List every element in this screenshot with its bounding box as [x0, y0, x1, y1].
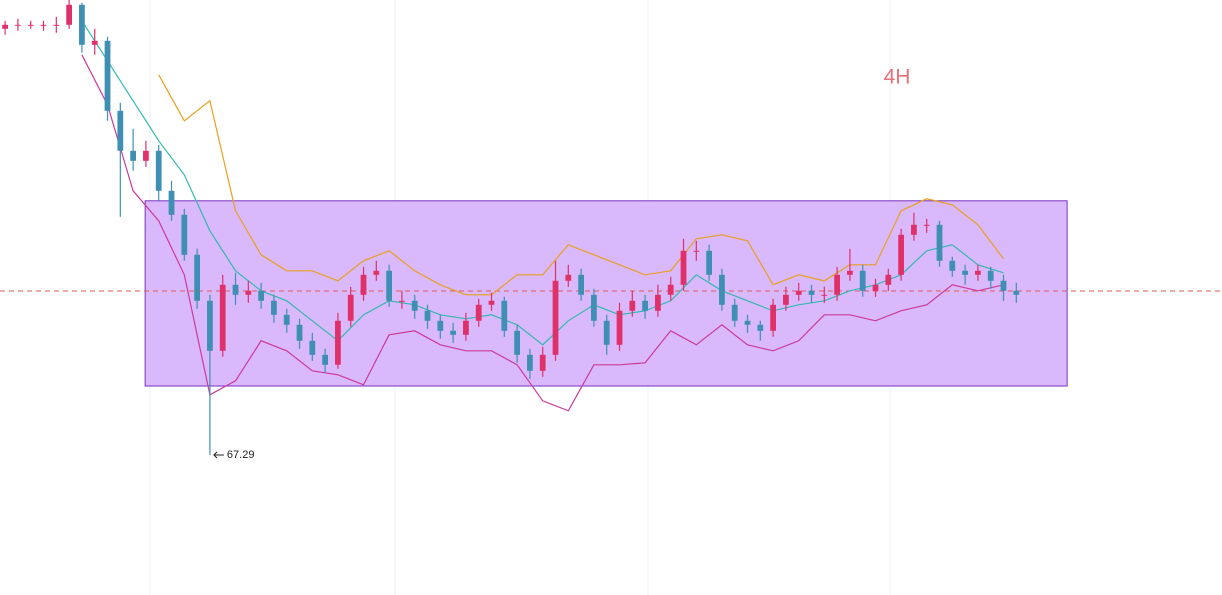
candle-body: [987, 270, 994, 281]
candle-body: [808, 290, 815, 295]
candle-body: [783, 294, 789, 305]
candle-body: [1000, 280, 1007, 291]
candle-body: [450, 330, 456, 335]
candle-body: [616, 310, 623, 345]
candle-body: [770, 304, 776, 331]
candle-body: [143, 150, 149, 161]
candle-body: [207, 300, 213, 351]
candle-body: [642, 300, 648, 311]
candle-body: [360, 274, 367, 295]
candle-body: [232, 284, 239, 295]
candle-body: [194, 254, 200, 301]
candle-body: [335, 320, 341, 365]
candle-body: [821, 294, 828, 296]
low-annotation: 67.29: [227, 449, 255, 461]
candle-body: [680, 250, 687, 285]
candle-body: [27, 24, 34, 26]
candle-body: [79, 4, 85, 45]
candle-body: [15, 24, 21, 26]
candle-body: [578, 274, 584, 295]
candle-body: [104, 40, 111, 111]
candle-body: [885, 274, 892, 285]
candle-body: [488, 300, 495, 305]
candle-body: [130, 150, 136, 161]
candle-body: [949, 260, 956, 271]
candle-body: [591, 294, 597, 321]
candle-body: [296, 324, 303, 341]
candle-body: [168, 190, 175, 215]
candle-body: [603, 320, 610, 345]
candle-body: [655, 294, 661, 311]
candle-body: [245, 290, 252, 295]
candle-body: [667, 284, 674, 295]
candle-body: [706, 250, 712, 275]
band-line: [81, 20, 1004, 346]
candle-body: [373, 270, 380, 275]
candle-body: [309, 340, 316, 355]
timeframe-label: 4H: [884, 66, 911, 89]
candle-body: [795, 290, 802, 295]
candle-body: [437, 320, 444, 331]
candle-body: [322, 354, 328, 365]
candle-body: [719, 274, 725, 305]
candle-body: [53, 24, 60, 26]
candle-body: [475, 304, 482, 321]
candle-body: [911, 224, 917, 235]
candle-body: [424, 310, 431, 321]
candle-body: [552, 280, 559, 355]
candle-body: [527, 354, 533, 371]
candle-body: [283, 314, 290, 325]
range-zone: [144, 200, 1068, 387]
candle-body: [693, 250, 700, 252]
candle-body: [629, 300, 636, 311]
candle-body: [40, 24, 47, 26]
candle-body: [258, 290, 264, 301]
candle-body: [744, 320, 751, 325]
candle-body: [565, 274, 572, 281]
candle-body: [181, 214, 188, 255]
candle-body: [731, 304, 738, 321]
candle-body: [501, 300, 508, 331]
candle-body: [898, 234, 904, 275]
candle-body: [936, 224, 943, 261]
candle-body: [872, 284, 879, 291]
annotation-arrow: [213, 451, 224, 459]
candle-body: [834, 274, 840, 295]
candle-body: [539, 354, 546, 371]
candle-body: [66, 4, 72, 25]
candle-body: [411, 300, 418, 311]
candle-body: [962, 270, 968, 275]
candle-body: [514, 330, 520, 355]
candle-body: [399, 300, 405, 302]
candle-body: [271, 300, 277, 315]
candle-body: [2, 24, 8, 29]
candle-body: [347, 294, 354, 321]
candle-body: [463, 320, 469, 335]
candle-body: [219, 284, 226, 351]
band-line: [81, 54, 1004, 412]
candle-body: [923, 224, 930, 226]
candle-body: [91, 40, 98, 45]
candle-body: [1013, 290, 1020, 295]
candle-body: [155, 150, 162, 191]
candle-body: [975, 270, 981, 275]
candle-body: [847, 270, 853, 275]
candle-body: [757, 324, 764, 331]
candle-body: [859, 270, 866, 291]
candle-body: [117, 110, 124, 151]
candle-body: [386, 270, 392, 301]
